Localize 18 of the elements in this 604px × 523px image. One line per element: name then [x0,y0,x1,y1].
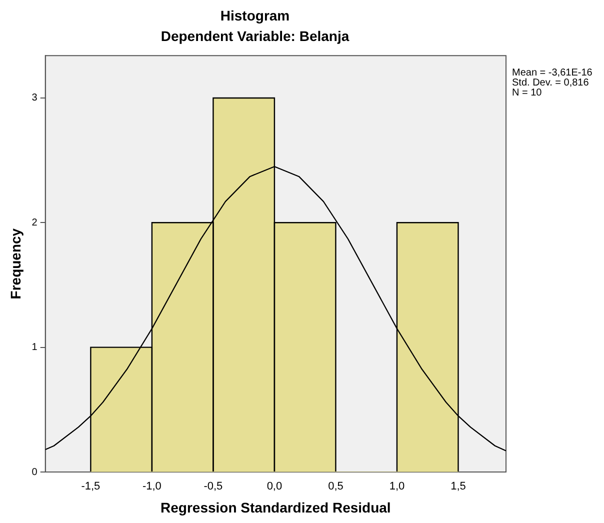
y-axis-title: Frequency [7,228,24,300]
text: Std. Dev. = 0,816 [512,77,590,88]
x-axis-title: Regression Standardized Residual [160,499,391,516]
x-tick-label: 1,0 [389,480,405,493]
chart-subtitle: Dependent Variable: Belanja [160,28,350,44]
x-tick-label: -1,5 [81,480,100,493]
x-tick-label: -0,5 [204,480,223,493]
x-tick-label: 1,5 [450,480,466,493]
chart-title: Histogram [220,7,290,24]
text: Mean = -3,61E-16 [512,67,593,78]
y-tick-label: 0 [32,466,38,478]
y-tick-label: 1 [32,342,38,354]
y-tick-label: 2 [32,217,38,228]
x-tick-label: 0,5 [328,480,344,493]
text: N = 10 [512,87,542,98]
x-tick-label: -1,0 [142,480,162,493]
x-tick-label: 0,0 [266,480,282,493]
y-tick-label: 3 [32,92,38,104]
